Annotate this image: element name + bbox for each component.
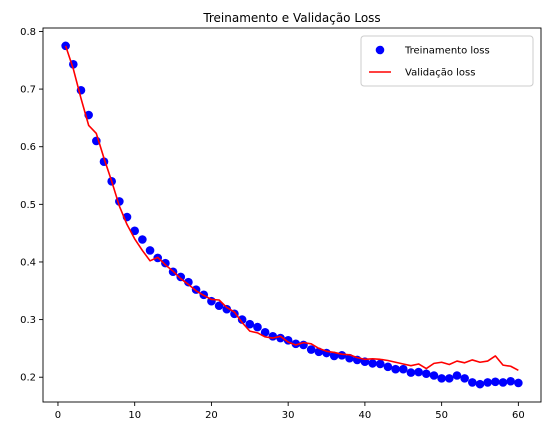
- training-point: [337, 351, 347, 360]
- x-tick-label: 20: [205, 410, 218, 421]
- y-tick-label: 0.5: [20, 200, 36, 211]
- training-point: [406, 368, 416, 377]
- x-tick-label: 0: [55, 410, 61, 421]
- axes-frame: [42, 27, 542, 403]
- series-training-points: [61, 41, 523, 389]
- training-point: [138, 235, 147, 244]
- training-point: [383, 362, 393, 372]
- y-tick-label: 0.7: [20, 85, 36, 96]
- training-point: [445, 374, 454, 383]
- training-point: [253, 322, 262, 332]
- legend-box: [360, 35, 534, 87]
- x-tick-label: 50: [435, 410, 448, 421]
- x-tick-label: 40: [359, 410, 372, 421]
- x-tick-label: 60: [512, 410, 525, 421]
- y-tick-label: 0.8: [20, 27, 36, 38]
- training-point: [237, 315, 247, 324]
- training-point: [375, 359, 385, 369]
- training-point: [506, 376, 515, 386]
- training-point: [130, 226, 139, 236]
- training-point: [176, 272, 186, 282]
- chart-title: Treinamento e Validação Loss: [202, 11, 380, 25]
- training-point: [514, 378, 523, 388]
- training-point: [391, 364, 400, 374]
- training-point: [260, 327, 270, 337]
- training-point: [329, 351, 339, 361]
- axes: 0 10 20 30 40 50 60 0.2 0.3 0.4 0.5 0.6 0.7 0.8: [20, 27, 542, 421]
- series-validation-line: [64, 45, 519, 372]
- training-point: [245, 319, 255, 329]
- y-tick-label: 0.4: [20, 257, 36, 268]
- training-point: [414, 367, 423, 377]
- training-point: [429, 371, 439, 380]
- x-tick-label: 10: [128, 410, 141, 421]
- training-point: [460, 374, 469, 383]
- training-point: [222, 304, 232, 314]
- training-point: [452, 371, 462, 380]
- training-point: [291, 339, 301, 349]
- training-point: [437, 374, 446, 383]
- training-point: [276, 333, 285, 343]
- legend-label: Treinamento loss: [404, 46, 490, 57]
- y-tick-label: 0.3: [20, 315, 36, 326]
- plot-area: [61, 41, 523, 389]
- training-point: [398, 364, 408, 374]
- training-point: [421, 369, 431, 379]
- x-tick-label: 30: [282, 410, 295, 421]
- legend: Treinamento loss Validação loss: [360, 35, 534, 87]
- training-point: [161, 258, 170, 268]
- training-point: [491, 377, 500, 387]
- legend-label: Validação loss: [405, 68, 475, 79]
- training-point: [498, 378, 508, 387]
- training-point: [368, 359, 377, 368]
- training-point: [306, 345, 316, 354]
- training-point: [184, 277, 193, 287]
- training-point: [268, 332, 278, 341]
- legend-marker-training: [375, 45, 385, 55]
- training-point: [468, 378, 477, 387]
- training-point: [475, 379, 485, 389]
- y-tick-label: 0.2: [20, 373, 36, 384]
- training-point: [214, 301, 224, 311]
- training-point: [483, 378, 492, 387]
- y-tick-label: 0.6: [20, 142, 36, 153]
- training-point: [145, 246, 155, 255]
